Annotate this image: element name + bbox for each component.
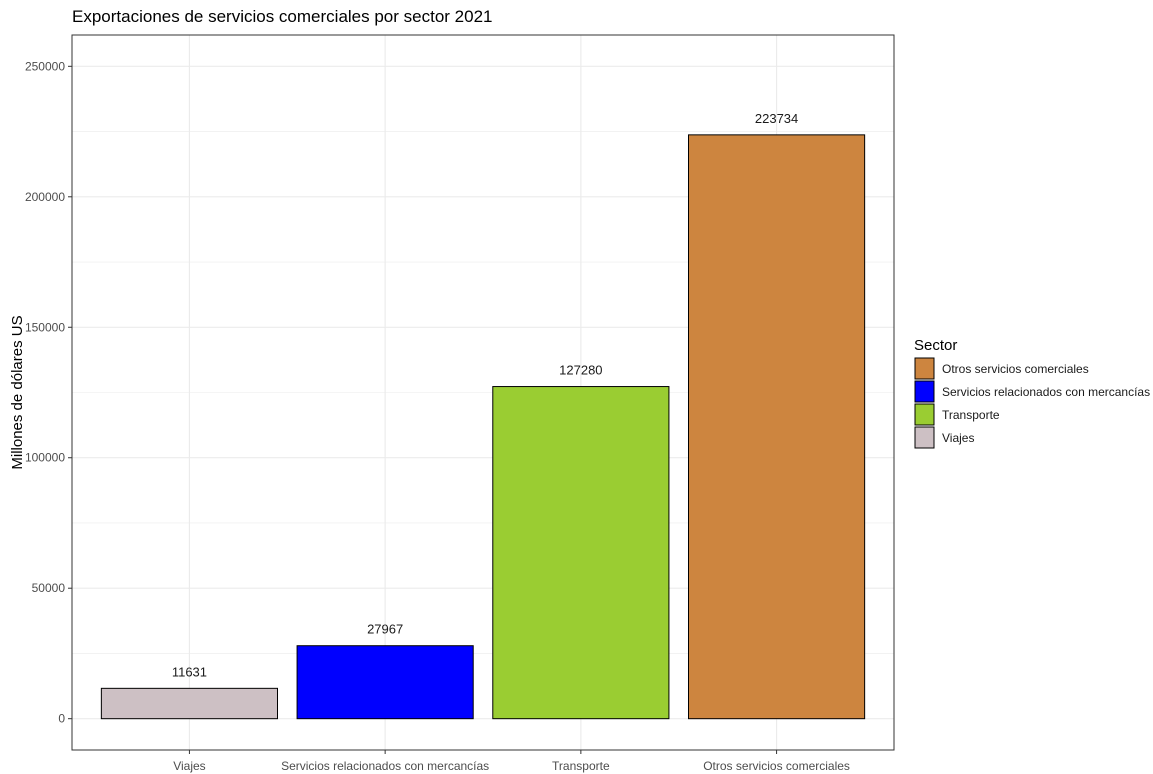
data-label-3: 223734 bbox=[755, 111, 798, 126]
legend-label: Otros servicios comerciales bbox=[942, 362, 1089, 376]
legend: Sector Otros servicios comerciales Servic… bbox=[914, 337, 1150, 449]
legend-label: Transporte bbox=[942, 408, 1000, 422]
chart-title: Exportaciones de servicios comerciales p… bbox=[72, 7, 492, 26]
y-axis: 0 50000 100000 150000 200000 250000 bbox=[25, 59, 72, 726]
x-tick-label: Viajes bbox=[173, 759, 205, 773]
y-tick-label: 250000 bbox=[25, 59, 65, 73]
y-tick-label: 0 bbox=[58, 712, 65, 726]
data-labels: 11631 27967 127280 223734 bbox=[172, 111, 798, 679]
legend-swatch bbox=[914, 380, 935, 403]
y-tick-label: 100000 bbox=[25, 451, 65, 465]
data-label-2: 127280 bbox=[559, 363, 602, 378]
legend-title: Sector bbox=[914, 337, 957, 354]
x-tick-label: Otros servicios comerciales bbox=[703, 759, 850, 773]
bar-3 bbox=[688, 134, 866, 720]
x-axis: Viajes Servicios relacionados con mercanc… bbox=[173, 750, 850, 773]
y-tick-label: 200000 bbox=[25, 190, 65, 204]
x-tick-label: Servicios relacionados con mercancías bbox=[281, 759, 489, 773]
legend-swatch bbox=[914, 403, 935, 426]
legend-label: Viajes bbox=[942, 431, 974, 445]
bars bbox=[100, 134, 866, 720]
legend-swatch bbox=[914, 426, 935, 449]
data-label-1: 27967 bbox=[367, 622, 403, 637]
data-label-0: 11631 bbox=[172, 664, 207, 679]
plot-panel-border bbox=[71, 34, 895, 751]
y-tick-label: 50000 bbox=[32, 581, 66, 595]
legend-label: Servicios relacionados con mercancías bbox=[942, 385, 1150, 399]
bar-1 bbox=[296, 645, 474, 720]
legend-swatch bbox=[914, 357, 935, 380]
bar-0 bbox=[100, 687, 278, 720]
bar-2 bbox=[492, 386, 670, 720]
y-axis-title: Millones de dólares US bbox=[9, 315, 26, 469]
y-tick-label: 150000 bbox=[25, 320, 65, 334]
x-tick-label: Transporte bbox=[552, 759, 610, 773]
